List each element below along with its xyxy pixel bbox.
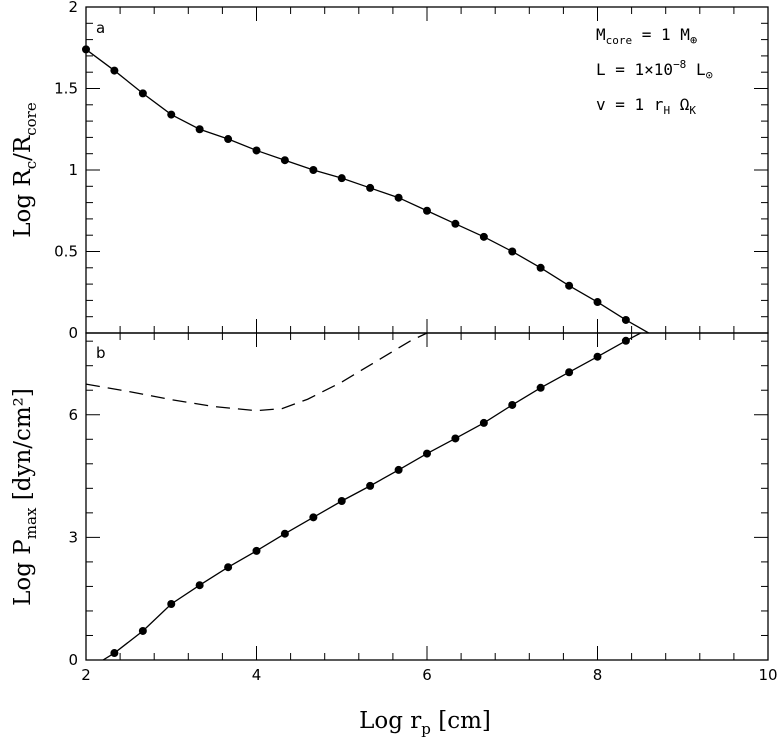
data-point-b [536, 383, 545, 392]
data-point-a [309, 166, 318, 174]
data-point-a [280, 156, 289, 165]
data-point-b [167, 600, 176, 609]
data-point-b [394, 465, 403, 474]
data-point-a [508, 247, 517, 256]
data-point-a [337, 174, 346, 183]
series-line-a [86, 48, 649, 333]
dashed-curve-b [86, 333, 428, 412]
data-point-a [252, 146, 261, 155]
panel-b: 0 3 6 2 4 6 8 10 [68, 332, 778, 684]
y-tick-label-a: 1 [68, 161, 78, 179]
data-point-b [252, 546, 261, 555]
annotation-velocity: v = 1 rH ΩK [596, 95, 696, 117]
data-point-a [110, 66, 119, 75]
data-point-b [138, 626, 147, 635]
data-point-a [565, 281, 574, 290]
data-point-a [224, 135, 233, 144]
data-point-b [337, 496, 346, 505]
data-point-a [423, 206, 431, 215]
annotation-mass: Mcore = 1 M⊕ [596, 25, 697, 47]
y-tick-label-b: 6 [68, 406, 78, 424]
x-tick-label: 4 [252, 666, 262, 684]
y-tick-label-b: 3 [68, 528, 78, 546]
data-point-b [621, 336, 630, 345]
data-point-a [167, 110, 176, 119]
x-tick-label: 10 [758, 666, 777, 684]
data-point-a [394, 193, 403, 202]
data-point-b [479, 418, 488, 427]
data-point-a [366, 183, 375, 192]
data-point-a [536, 263, 545, 272]
y-tick-label-a: 0 [68, 324, 78, 342]
x-tick-label: 6 [422, 666, 432, 684]
panel-a: 0 0.5 1 1.5 2 [54, 0, 769, 342]
data-point-b [309, 513, 318, 522]
plot-frame-a [85, 6, 769, 334]
plot-frame-b [85, 332, 769, 661]
data-point-b [593, 352, 602, 361]
annotation-luminosity: L = 1×10−8 L⊙ [596, 58, 713, 82]
y-tick-label-a: 1.5 [54, 80, 78, 98]
x-tick-label: 2 [81, 666, 91, 684]
data-point-b [451, 434, 460, 443]
data-point-a [195, 125, 204, 134]
y-tick-label-a: 2 [68, 0, 78, 16]
y-tick-label-b: 0 [68, 651, 78, 669]
x-tick-label: 8 [593, 666, 603, 684]
y-axis-title-b: Log Pmax [dyn/cm²] [10, 388, 40, 606]
data-point-b [110, 649, 119, 658]
data-point-b [224, 563, 233, 572]
data-point-a [621, 315, 630, 324]
y-axis-title-a: Log Rc/Rcore [10, 102, 40, 238]
panel-label-b: b [96, 344, 106, 362]
data-point-b [565, 368, 574, 377]
annotation-block: Mcore = 1 M⊕ L = 1×10−8 L⊙ v = 1 rH ΩK [596, 25, 713, 117]
data-point-a [138, 89, 147, 98]
series-line-b [102, 333, 643, 660]
data-point-b [508, 400, 517, 409]
data-point-a [479, 232, 488, 241]
data-point-a [82, 45, 90, 54]
y-tick-label-a: 0.5 [54, 243, 78, 261]
data-point-b [280, 529, 289, 538]
panel-label-a: a [96, 19, 105, 37]
data-point-b [195, 581, 204, 590]
x-axis-title: Log rp [cm] [359, 708, 491, 738]
data-point-a [451, 219, 460, 228]
data-point-b [423, 449, 431, 458]
data-point-b [366, 481, 375, 490]
data-point-a [593, 298, 602, 307]
